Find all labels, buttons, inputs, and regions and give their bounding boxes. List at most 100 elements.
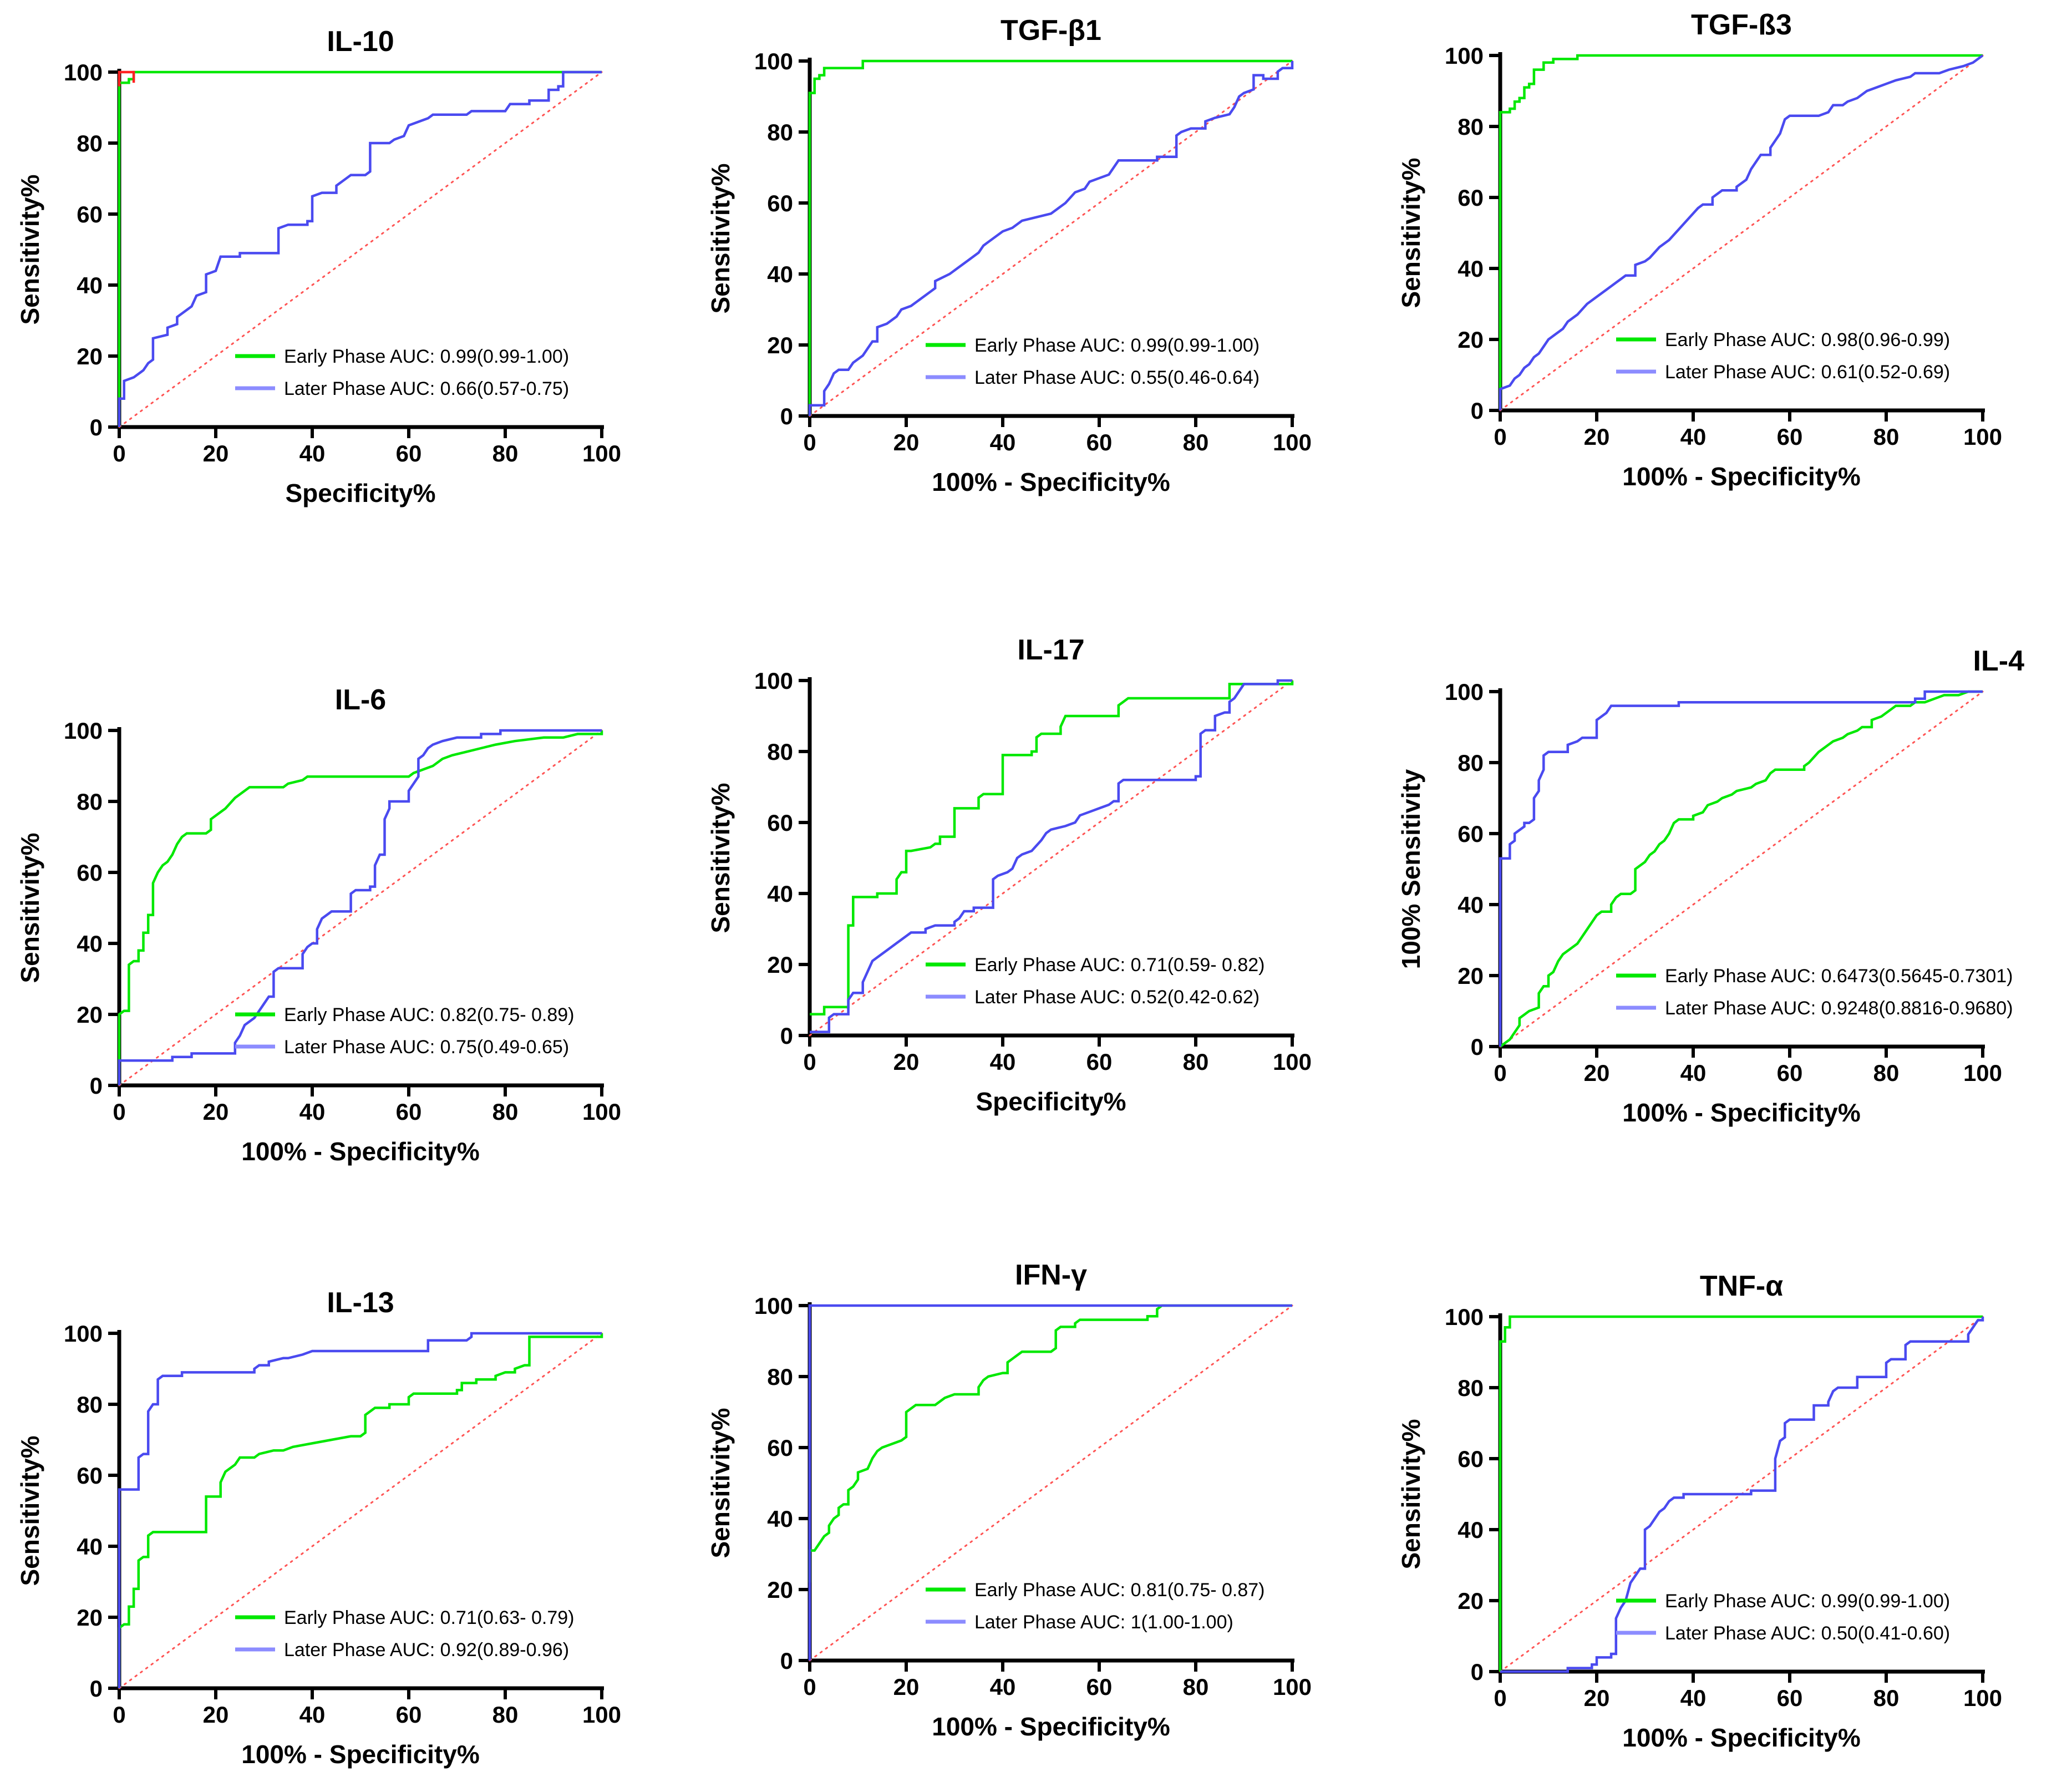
plot-title: IL-13 bbox=[327, 1287, 394, 1319]
x-tick-label: 100 bbox=[1273, 1674, 1312, 1700]
x-tick-label: 60 bbox=[1777, 424, 1803, 450]
plot-title: IL-6 bbox=[335, 684, 386, 716]
y-tick-label: 0 bbox=[90, 1676, 103, 1702]
roc-curve-later-phase bbox=[1499, 54, 1984, 410]
legend-label-early-phase: Early Phase AUC: 0.99(0.99-1.00) bbox=[1665, 1591, 1950, 1612]
y-tick-label: 0 bbox=[780, 403, 793, 429]
y-tick-label: 80 bbox=[77, 789, 103, 815]
plot-title: TGF-ß3 bbox=[1691, 9, 1792, 41]
legend-label-later-phase: Later Phase AUC: 0.75(0.49-0.65) bbox=[284, 1037, 569, 1058]
roc-subplot-tnf: TNF-α 0 20 40 60 80 100 0 20 40 60 80 100 100% - Spec… bbox=[1381, 1184, 2071, 1775]
x-tick-label: 80 bbox=[492, 1099, 519, 1125]
x-tick-label: 20 bbox=[893, 429, 920, 455]
y-tick-label: 100 bbox=[64, 59, 103, 85]
x-tick-label: 0 bbox=[113, 440, 125, 466]
y-tick-label: 40 bbox=[77, 272, 103, 298]
roc-curve-early-phase bbox=[1499, 690, 1983, 1048]
plot-title: TNF-α bbox=[1700, 1270, 1783, 1302]
y-tick-label: 60 bbox=[1457, 821, 1484, 847]
legend-label-early-phase: Early Phase AUC: 0.99(0.99-1.00) bbox=[284, 346, 569, 367]
y-tick-label: 20 bbox=[77, 1605, 103, 1631]
x-tick-label: 60 bbox=[1086, 429, 1113, 455]
x-tick-label: 60 bbox=[396, 1099, 422, 1125]
x-tick-label: 20 bbox=[1584, 1060, 1610, 1086]
y-tick-label: 40 bbox=[1457, 256, 1484, 282]
y-axis-label: Sensitivity% bbox=[16, 1436, 44, 1586]
x-tick-label: 100 bbox=[1963, 424, 2002, 450]
x-axis-label: 100% - Specificity% bbox=[932, 1712, 1170, 1741]
legend-label-later-phase: Later Phase AUC: 0.52(0.42-0.62) bbox=[974, 987, 1260, 1008]
plot-title: IL-17 bbox=[1017, 634, 1084, 666]
roc-curve-early-phase bbox=[1499, 1315, 1983, 1672]
y-tick-label: 100 bbox=[754, 1293, 793, 1319]
diagonal-reference-line bbox=[118, 1332, 603, 1689]
x-tick-label: 80 bbox=[1873, 424, 1900, 450]
y-tick-label: 20 bbox=[77, 343, 103, 369]
x-tick-label: 0 bbox=[1494, 1685, 1506, 1711]
y-tick-label: 100 bbox=[754, 48, 793, 74]
y-tick-label: 20 bbox=[77, 1002, 103, 1028]
roc-subplot-ifn: IFN-γ 0 20 40 60 80 100 0 20 40 60 80 100 100% - Spec… bbox=[690, 1184, 1381, 1775]
roc-curve-later-phase bbox=[808, 61, 1294, 416]
y-tick-label: 20 bbox=[1457, 963, 1484, 989]
y-axis-label: Sensitivity% bbox=[706, 1408, 735, 1558]
roc-curve-early-phase bbox=[808, 1304, 1292, 1583]
y-tick-label: 20 bbox=[1457, 327, 1484, 353]
x-tick-label: 20 bbox=[203, 440, 229, 466]
x-axis-label: 100% - Specificity% bbox=[1622, 1723, 1861, 1752]
legend-label-later-phase: Later Phase AUC: 0.50(0.41-0.60) bbox=[1665, 1623, 1950, 1644]
x-tick-label: 80 bbox=[492, 1702, 519, 1728]
roc-subplot-tgf-1: TGF-β1 0 20 40 60 80 100 0 20 40 60 80 100 100% - Spe… bbox=[690, 0, 1381, 592]
y-tick-label: 100 bbox=[1445, 43, 1484, 69]
y-tick-label: 100 bbox=[1445, 679, 1484, 705]
x-tick-label: 0 bbox=[803, 429, 816, 455]
x-tick-label: 100 bbox=[582, 440, 621, 466]
x-tick-label: 20 bbox=[1584, 424, 1610, 450]
x-tick-label: 40 bbox=[299, 440, 326, 466]
x-tick-label: 100 bbox=[1273, 429, 1312, 455]
x-tick-label: 0 bbox=[113, 1099, 125, 1125]
y-tick-label: 80 bbox=[767, 119, 793, 145]
roc-plot-svg: IL-6 0 20 40 60 80 100 0 20 40 60 80 100 100% - Speci… bbox=[16, 684, 621, 1166]
x-tick-label: 40 bbox=[990, 1049, 1016, 1075]
y-tick-label: 20 bbox=[1457, 1588, 1484, 1614]
y-tick-label: 0 bbox=[90, 1073, 103, 1099]
y-tick-label: 0 bbox=[780, 1023, 793, 1049]
roc-curve-later-phase bbox=[1500, 1317, 1984, 1673]
x-tick-label: 20 bbox=[893, 1674, 920, 1700]
plot-title: IFN-γ bbox=[1015, 1259, 1087, 1291]
x-tick-label: 40 bbox=[990, 1674, 1016, 1700]
roc-plot-svg: IL-4 0 20 40 60 80 100 0 20 40 60 80 100 100% - Speci… bbox=[1396, 645, 2025, 1127]
y-tick-label: 40 bbox=[767, 1506, 793, 1532]
y-tick-label: 20 bbox=[767, 952, 793, 978]
y-axis-label: Sensitivity% bbox=[706, 164, 735, 314]
x-tick-label: 60 bbox=[1777, 1685, 1803, 1711]
y-tick-label: 100 bbox=[64, 718, 103, 744]
y-tick-label: 60 bbox=[767, 810, 793, 836]
x-tick-label: 60 bbox=[396, 1702, 422, 1728]
x-tick-label: 40 bbox=[1680, 1685, 1707, 1711]
y-tick-label: 100 bbox=[64, 1321, 103, 1347]
y-tick-label: 60 bbox=[1457, 185, 1484, 211]
y-tick-label: 0 bbox=[1471, 398, 1484, 424]
x-tick-label: 20 bbox=[893, 1049, 920, 1075]
roc-subplot-il-10: IL-10 0 20 40 60 80 100 0 20 40 60 80 100 Specificity… bbox=[0, 0, 690, 592]
plot-title: IL-4 bbox=[1973, 645, 2025, 677]
y-tick-label: 40 bbox=[77, 1534, 103, 1560]
y-tick-label: 80 bbox=[1457, 750, 1484, 776]
diagonal-reference-line bbox=[809, 60, 1293, 417]
roc-curve-early-phase bbox=[118, 730, 603, 1085]
diagonal-reference-line bbox=[118, 729, 603, 1086]
y-tick-label: 0 bbox=[90, 414, 103, 440]
roc-plot-svg: TNF-α 0 20 40 60 80 100 0 20 40 60 80 100 100% - Spec… bbox=[1396, 1270, 2002, 1752]
y-tick-label: 60 bbox=[77, 1463, 103, 1489]
x-tick-label: 0 bbox=[803, 1049, 816, 1075]
x-tick-label: 60 bbox=[396, 440, 422, 466]
y-tick-label: 80 bbox=[77, 1392, 103, 1418]
roc-subplot-tgf-3: TGF-ß3 0 20 40 60 80 100 0 20 40 60 80 100 100% - Spe… bbox=[1381, 0, 2071, 592]
x-tick-label: 20 bbox=[203, 1702, 229, 1728]
x-axis-label: 100% - Specificity% bbox=[932, 468, 1170, 496]
x-tick-label: 40 bbox=[990, 429, 1016, 455]
roc-curve-later-phase bbox=[118, 1332, 602, 1688]
y-tick-label: 60 bbox=[767, 1435, 793, 1461]
